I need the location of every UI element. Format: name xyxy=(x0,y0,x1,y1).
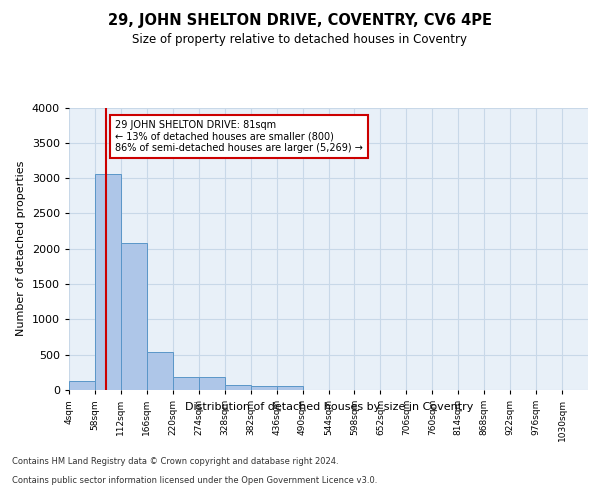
Bar xyxy=(121,243,147,390)
Bar xyxy=(199,376,224,390)
Text: Distribution of detached houses by size in Coventry: Distribution of detached houses by size … xyxy=(185,402,473,412)
Y-axis label: Number of detached properties: Number of detached properties xyxy=(16,161,26,336)
Bar xyxy=(225,386,251,390)
Text: 29, JOHN SHELTON DRIVE, COVENTRY, CV6 4PE: 29, JOHN SHELTON DRIVE, COVENTRY, CV6 4P… xyxy=(108,12,492,28)
Text: Contains public sector information licensed under the Open Government Licence v3: Contains public sector information licen… xyxy=(12,476,377,485)
Bar xyxy=(173,376,199,390)
Text: 29 JOHN SHELTON DRIVE: 81sqm
← 13% of detached houses are smaller (800)
86% of s: 29 JOHN SHELTON DRIVE: 81sqm ← 13% of de… xyxy=(115,120,363,154)
Bar xyxy=(277,386,302,390)
Bar xyxy=(95,174,121,390)
Bar xyxy=(251,386,277,390)
Text: Contains HM Land Registry data © Crown copyright and database right 2024.: Contains HM Land Registry data © Crown c… xyxy=(12,458,338,466)
Text: Size of property relative to detached houses in Coventry: Size of property relative to detached ho… xyxy=(133,32,467,46)
Bar xyxy=(69,381,95,390)
Bar xyxy=(147,352,173,390)
